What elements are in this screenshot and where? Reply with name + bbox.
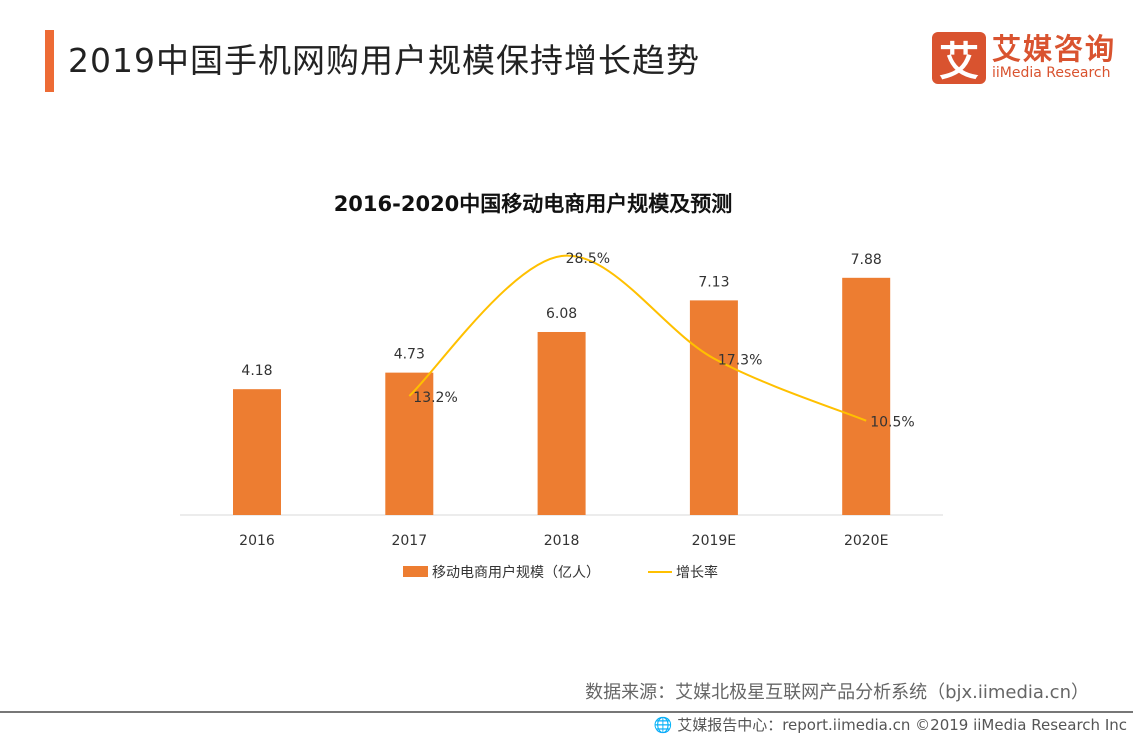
bar	[537, 331, 586, 515]
logo-cn: 艾媒咨询	[992, 32, 1117, 66]
copyright-text: 艾媒报告中心：report.iimedia.cn ©2019 iiMedia R…	[677, 716, 1127, 734]
bar	[385, 372, 434, 515]
logo-mark: 艾	[932, 32, 986, 85]
x-tick-label: 2019E	[692, 533, 736, 549]
bar	[233, 389, 281, 515]
line-label: 17.3%	[718, 352, 762, 368]
footer-divider	[0, 711, 1133, 713]
bar	[689, 300, 738, 515]
line-label: 10.5%	[870, 415, 914, 431]
x-tick-label: 2018	[544, 533, 580, 549]
bar	[842, 277, 891, 515]
page-title: 2019中国手机网购用户规模保持增长趋势	[68, 41, 700, 80]
globe-icon: 🌐	[653, 716, 673, 734]
logo-en: iiMedia Research	[992, 65, 1111, 81]
legend-bar-swatch	[403, 566, 428, 577]
bar-label: 4.18	[241, 363, 272, 379]
line-label: 13.2%	[413, 390, 457, 406]
legend-bar-label: 移动电商用户规模（亿人）	[432, 564, 600, 581]
x-tick-label: 2017	[391, 533, 427, 549]
bar-label: 7.13	[698, 274, 729, 290]
title-accent-bar	[45, 30, 54, 92]
x-tick-label: 2020E	[844, 533, 888, 549]
bar-label: 7.88	[851, 252, 882, 268]
line-label: 28.5%	[566, 251, 610, 267]
chart-title: 2016-2020中国移动电商用户规模及预测	[333, 192, 733, 216]
bar-label: 4.73	[394, 347, 425, 363]
data-source: 数据来源：艾媒北极星互联网产品分析系统（bjx.iimedia.cn）	[585, 682, 1089, 703]
growth-line	[408, 254, 867, 422]
logo: 艾 艾媒咨询 iiMedia Research	[932, 32, 1117, 85]
x-tick-label: 2016	[239, 533, 275, 549]
bar-label: 6.08	[546, 306, 577, 322]
footer-copyright: 🌐 艾媒报告中心：report.iimedia.cn ©2019 iiMedia…	[654, 714, 1127, 735]
legend-line-label: 增长率	[676, 564, 718, 581]
